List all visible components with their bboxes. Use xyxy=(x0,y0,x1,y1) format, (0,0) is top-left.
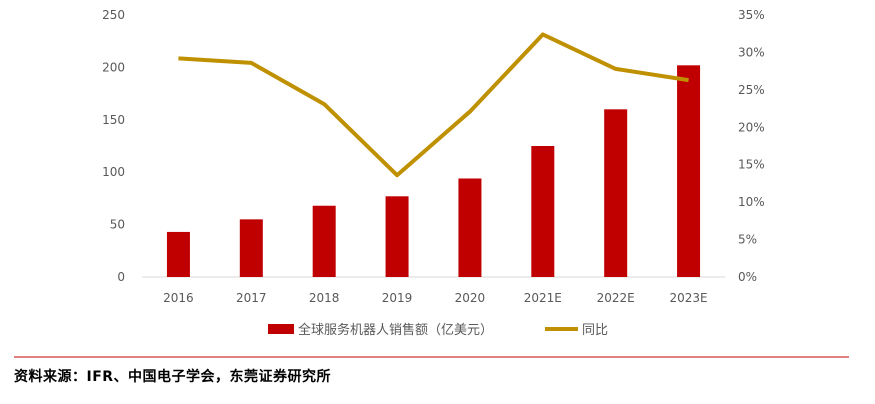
bar xyxy=(531,146,555,277)
x-tick-label: 2021E xyxy=(524,291,562,305)
x-tick-label: 2023E xyxy=(670,291,708,305)
bar-series xyxy=(166,65,701,277)
y-left-tick-label: 200 xyxy=(102,60,125,74)
bar xyxy=(239,219,263,277)
y-right-tick-label: 25% xyxy=(738,83,765,97)
y-right-tick-label: 10% xyxy=(738,195,765,209)
y-right-tick-label: 5% xyxy=(738,233,757,247)
x-tick-label: 2017 xyxy=(236,291,267,305)
x-tick-label: 2018 xyxy=(309,291,340,305)
y-right-tick-label: 35% xyxy=(738,8,765,22)
x-tick-labels: 2016 2017 2018 2019 2020 2021E 2022E 2023E xyxy=(163,291,707,305)
x-tick-label: 2022E xyxy=(597,291,635,305)
bar xyxy=(385,196,409,277)
x-tick-label: 2019 xyxy=(382,291,413,305)
y-right-tick-label: 15% xyxy=(738,158,765,172)
bar xyxy=(604,109,628,277)
bar xyxy=(677,65,701,277)
y-left-tick-label: 100 xyxy=(102,165,125,179)
bar xyxy=(166,231,190,277)
y-left-tick-label: 50 xyxy=(110,218,125,232)
y-right-tick-labels: 0% 5% 10% 15% 20% 25% 30% 35% xyxy=(738,8,765,284)
legend-bar-label: 全球服务机器人销售额（亿美元） xyxy=(298,322,493,338)
legend-line-label: 同比 xyxy=(582,323,608,338)
growth-line xyxy=(178,32,689,178)
legend: 全球服务机器人销售额（亿美元） 同比 xyxy=(268,322,608,338)
y-left-tick-label: 150 xyxy=(102,113,125,127)
y-left-tick-label: 0 xyxy=(117,270,125,284)
legend-bar-swatch xyxy=(268,324,294,334)
x-tick-label: 2016 xyxy=(163,291,194,305)
y-right-tick-label: 30% xyxy=(738,45,765,59)
source-note: 资料来源：IFR、中国电子学会，东莞证券研究所 xyxy=(14,369,332,385)
y-left-tick-labels: 0 50 100 150 200 250 xyxy=(102,8,125,284)
bar xyxy=(458,178,482,277)
y-right-tick-label: 20% xyxy=(738,120,765,134)
bar xyxy=(312,205,336,277)
y-right-tick-label: 0% xyxy=(738,270,757,284)
y-left-tick-label: 250 xyxy=(102,8,125,22)
x-tick-label: 2020 xyxy=(455,291,486,305)
